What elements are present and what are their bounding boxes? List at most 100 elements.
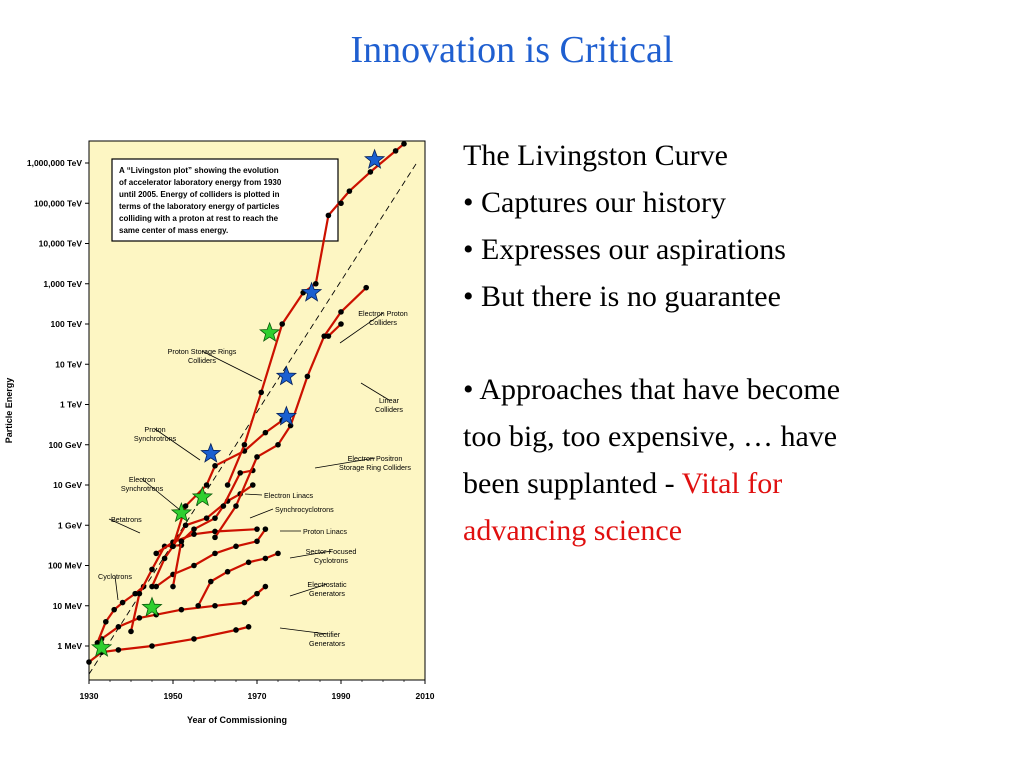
data-point: [128, 628, 134, 635]
data-point: [262, 583, 269, 590]
data-point: [153, 550, 159, 557]
note-line: colliding with a proton at rest to reach…: [119, 214, 279, 223]
label-leader: [108, 518, 141, 534]
series-label: Synchrotrons: [121, 484, 164, 493]
vital-highlight-l2: advancing science: [463, 514, 683, 547]
data-point: [182, 522, 189, 529]
bullet-approaches-l2: too big, too expensive, … have: [463, 420, 838, 453]
data-point: [346, 188, 353, 194]
data-point: [258, 389, 265, 396]
blue-star-marker: [364, 148, 386, 169]
series-label: Generators: [309, 639, 345, 648]
bullet-spacer: [463, 320, 1003, 366]
label-leader: [279, 627, 328, 635]
data-point: [262, 555, 269, 562]
bullet-approaches-l1: • Approaches that have become: [463, 373, 841, 406]
x-tick-label: 1990: [332, 691, 351, 701]
series-label: Synchrotrons: [134, 434, 177, 443]
data-point: [103, 618, 109, 625]
series-label: Electron Positron: [348, 454, 403, 463]
y-tick-label: 10 TeV: [55, 359, 82, 369]
y-tick-label: 1 TeV: [60, 400, 82, 410]
series-label: Colliders: [375, 405, 403, 414]
series-label: Proton: [144, 425, 165, 434]
series-line: [327, 323, 342, 337]
data-point: [212, 602, 218, 609]
data-point: [245, 559, 252, 566]
data-point: [161, 555, 168, 562]
data-point: [304, 373, 311, 380]
data-point: [237, 470, 243, 476]
data-point: [153, 583, 159, 590]
note-line: until 2005. Energy of colliders is plott…: [119, 190, 280, 199]
series-label: Proton Storage Rings: [168, 347, 237, 356]
x-tick-label: 1930: [80, 691, 99, 701]
series-label: Electron: [129, 475, 155, 484]
y-tick-label: 1,000,000 TeV: [27, 158, 82, 168]
label-leader: [201, 350, 263, 382]
bullet-no-guarantee: • But there is no guarantee: [463, 280, 781, 313]
x-tick-label: 1970: [248, 691, 267, 701]
data-point: [212, 515, 218, 521]
data-point: [233, 543, 239, 550]
data-point: [191, 526, 197, 532]
data-point: [321, 333, 328, 339]
blue-star-marker: [275, 405, 297, 426]
label-leader: [289, 583, 328, 597]
y-tick-label: 10 MeV: [53, 601, 83, 611]
data-point: [241, 441, 248, 448]
y-tick-label: 100 MeV: [48, 561, 82, 571]
series-label: Electron Linacs: [264, 491, 314, 500]
series-label: Storage Ring Colliders: [339, 463, 411, 472]
series-label: Rectifier: [314, 630, 341, 639]
y-tick-label: 10 GeV: [53, 480, 82, 490]
x-tick-label: 2010: [416, 691, 435, 701]
data-point: [250, 482, 256, 488]
data-point: [262, 526, 269, 532]
data-point: [241, 599, 248, 606]
data-point: [115, 647, 122, 653]
data-point: [182, 503, 189, 509]
bullet-history: • Captures our history: [463, 186, 726, 219]
green-star-marker: [191, 485, 213, 507]
series-label: Electron Proton: [358, 309, 408, 318]
y-tick-label: 100 GeV: [48, 440, 82, 450]
data-point: [119, 599, 126, 606]
data-point: [262, 429, 269, 436]
bullet-aspirations: • Expresses our aspirations: [463, 233, 786, 266]
data-point: [392, 148, 399, 154]
series-label: Linear: [379, 396, 400, 405]
y-tick-label: 100 TeV: [50, 319, 82, 329]
series-label: Cyclotrons: [314, 556, 348, 565]
data-point: [86, 659, 92, 665]
data-point: [203, 482, 210, 488]
y-tick-label: 1 MeV: [57, 641, 82, 651]
data-point: [401, 140, 407, 147]
data-point: [233, 503, 239, 509]
label-leader: [289, 550, 332, 559]
data-point: [208, 578, 214, 585]
series-label: Cyclotrons: [98, 572, 132, 581]
series-label: Generators: [309, 589, 345, 598]
series-label: Proton Linacs: [303, 527, 347, 536]
chart-svg: 1 MeV 10 MeV 100 MeV 1 GeV 10 GeV 100 GeV 1 Te…: [4, 140, 435, 725]
label-leader: [314, 457, 376, 469]
data-point: [178, 606, 185, 613]
data-point: [212, 462, 218, 469]
label-leader: [154, 428, 201, 461]
note-line: terms of the laboratory energy of partic…: [119, 202, 280, 211]
data-point: [325, 212, 332, 219]
label-leader: [141, 478, 181, 511]
blue-star-marker: [275, 365, 297, 386]
data-point: [275, 550, 281, 557]
data-point: [338, 321, 344, 327]
green-star-marker: [170, 501, 192, 523]
note-line: same center of mass energy.: [119, 226, 228, 235]
x-axis-label: Year of Commissioning: [187, 715, 287, 725]
series-label: Betatrons: [111, 515, 142, 524]
bullet-approaches-l3: been supplanted - Vital for: [463, 460, 1003, 507]
label-leader: [339, 312, 384, 344]
label-leader: [244, 493, 263, 496]
data-point: [170, 583, 176, 590]
data-point: [149, 643, 155, 649]
